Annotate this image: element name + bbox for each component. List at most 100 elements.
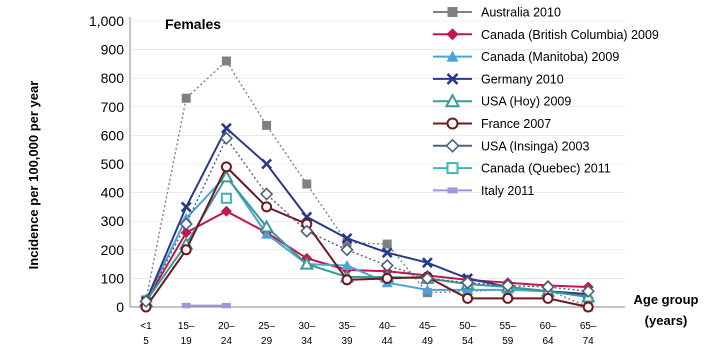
legend: Australia 2010 Canada (British Columbia) …	[433, 6, 659, 198]
x-axis-title-line: (years)	[645, 313, 688, 328]
data-point	[299, 256, 314, 270]
legend-label: USA (Insinga) 2003	[481, 139, 589, 153]
series-6	[139, 131, 595, 308]
data-point	[341, 260, 353, 271]
data-point	[261, 201, 273, 213]
gridlines	[130, 20, 625, 279]
legend-item: Canada (Quebec) 2011	[433, 162, 611, 176]
x-tick-label: 60–	[540, 321, 557, 332]
data-point	[139, 294, 153, 308]
y-tick-label: 900	[101, 42, 125, 58]
x-marker-stroke	[421, 257, 433, 269]
y-tick-label: 400	[101, 185, 125, 201]
legend-item: Australia 2010	[433, 6, 561, 20]
legend-item: Canada (British Columbia) 2009	[433, 28, 659, 42]
legend-swatch-marker	[446, 50, 459, 62]
data-point	[259, 219, 274, 233]
data-point	[380, 258, 394, 273]
y-tick-label: 100	[101, 270, 125, 286]
data-point	[262, 120, 272, 130]
legend-label: Italy 2011	[481, 184, 534, 198]
x-marker-stroke	[446, 72, 459, 85]
legend-swatch-marker	[446, 72, 459, 85]
data-point	[421, 257, 433, 269]
x-marker-stroke	[261, 158, 273, 170]
x-tick-label: 59	[502, 336, 514, 347]
series-7	[220, 192, 232, 204]
x-marker-stroke	[341, 232, 353, 244]
legend-label: Canada (Manitoba) 2009	[481, 50, 619, 64]
x-tick-label: 24	[221, 336, 233, 347]
x-axis-title: Age group (years)	[634, 292, 699, 328]
series-line	[145, 165, 589, 308]
data-point	[582, 301, 594, 313]
legend-swatch-marker	[446, 28, 459, 41]
data-point	[300, 224, 314, 238]
data-point	[420, 271, 435, 286]
data-point	[181, 93, 191, 103]
data-point	[382, 239, 392, 249]
legend-label: Canada (Quebec) 2011	[481, 162, 611, 176]
x-marker-stroke	[381, 247, 393, 259]
data-point	[381, 247, 393, 259]
x-marker-stroke	[180, 201, 192, 213]
data-point	[179, 217, 193, 231]
x-tick-label: 40–	[379, 321, 396, 332]
legend-item: France 2007	[433, 117, 551, 131]
data-point	[221, 302, 231, 309]
x-tick-label: 74	[583, 336, 595, 347]
data-point	[460, 276, 475, 290]
legend-swatch-marker	[447, 7, 458, 17]
data-point	[462, 292, 474, 304]
x-tick-label: 15–	[178, 321, 195, 332]
y-tick-labels: 0 100 200 300 400 500 600 700 800 900 1,000	[89, 13, 124, 315]
legend-swatch-marker	[446, 162, 459, 175]
x-tick-label: 54	[462, 336, 474, 347]
x-tick-label: 65–	[580, 321, 597, 332]
series-line	[145, 175, 589, 302]
series-1	[140, 205, 594, 307]
legend-label: Australia 2010	[481, 6, 561, 20]
x-tick-label: 34	[301, 336, 313, 347]
data-point	[581, 284, 595, 298]
data-point	[221, 56, 231, 66]
y-tick-label: 800	[101, 70, 125, 86]
legend-item: Germany 2010	[433, 72, 564, 86]
data-point	[180, 227, 192, 239]
x-tick-label: 50–	[459, 321, 476, 332]
y-tick-label: 300	[101, 213, 125, 229]
data-point	[220, 192, 232, 204]
legend-label: Canada (British Columbia) 2009	[481, 28, 659, 42]
x-axis-title-line: Age group	[634, 292, 699, 307]
legend-swatch-marker	[446, 117, 459, 130]
axes	[129, 17, 625, 308]
data-point	[381, 272, 393, 284]
legend-label: Germany 2010	[481, 72, 564, 86]
series-8	[181, 302, 231, 309]
y-tick-label: 600	[101, 127, 125, 143]
data-point	[340, 243, 354, 257]
x-tick-label: 45–	[419, 321, 436, 332]
x-tick-label: 49	[422, 336, 434, 347]
data-point	[219, 169, 234, 183]
y-tick-label: 200	[101, 242, 125, 258]
data-point	[181, 302, 191, 309]
y-tick-label: 0	[116, 299, 124, 315]
x-tick-label: 19	[181, 336, 193, 347]
series-line	[145, 126, 589, 302]
legend-swatch-marker	[444, 93, 461, 108]
x-tick-labels: <1 5 15– 19 20– 24 25– 29 30– 34 35– 39 40– 44 45– 49 50…	[140, 321, 597, 347]
data-point	[342, 238, 352, 248]
data-point	[302, 179, 312, 189]
x-marker-stroke	[220, 122, 232, 134]
y-tick-label: 1,000	[89, 13, 124, 29]
data-point	[341, 232, 353, 244]
data-point	[502, 292, 514, 304]
data-point	[219, 131, 234, 145]
x-tick-label: 5	[143, 336, 149, 347]
series-line	[145, 136, 589, 302]
series-line	[145, 210, 589, 302]
data-point	[501, 278, 515, 293]
x-tick-label: 35–	[339, 321, 356, 332]
